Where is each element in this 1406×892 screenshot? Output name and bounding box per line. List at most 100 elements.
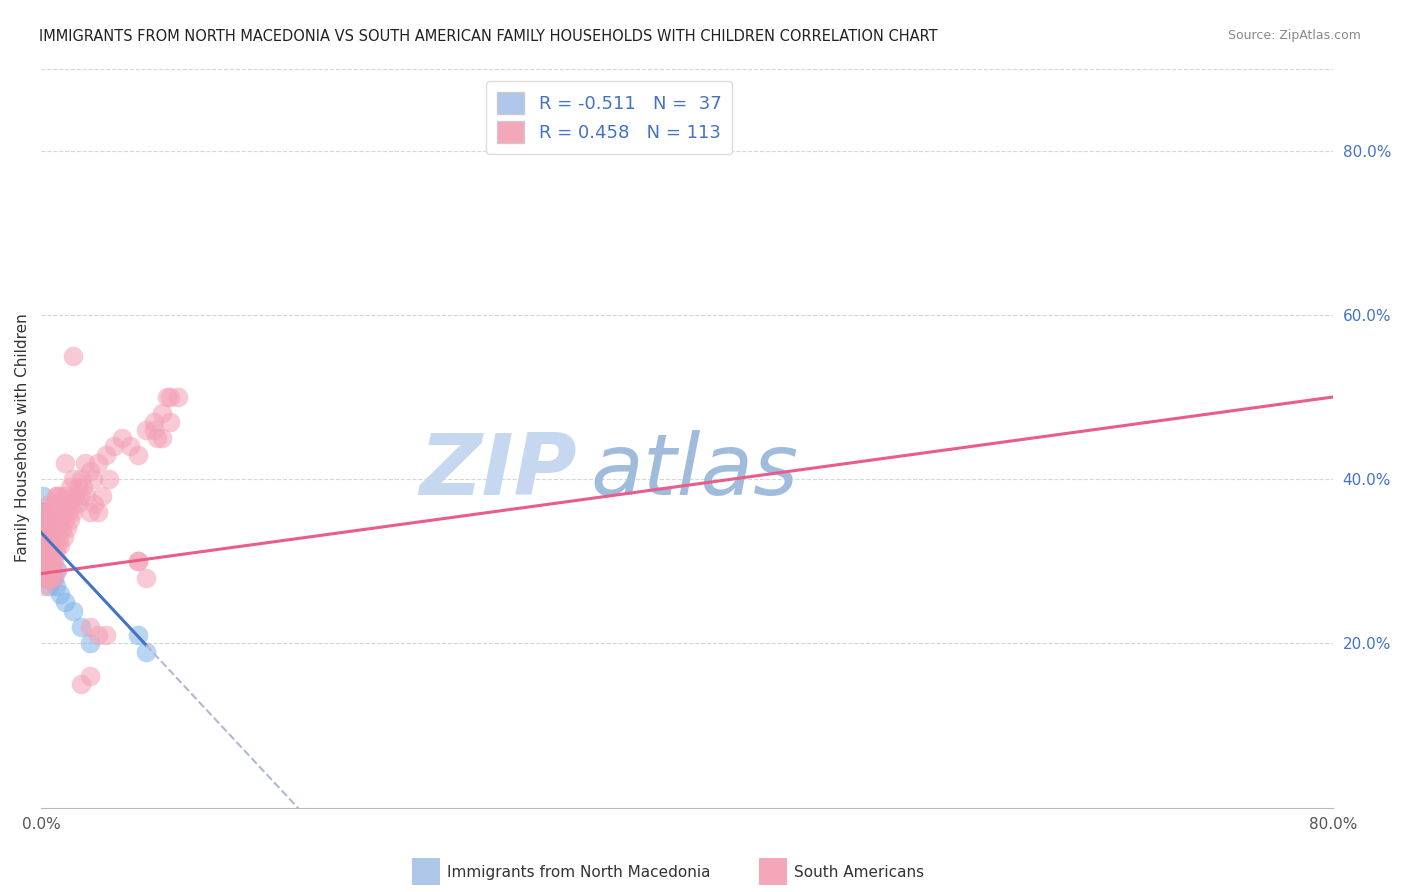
Point [37,554,59,568]
Point [62,505,84,519]
Point [159,390,181,404]
Point [35,538,58,552]
Point [31,571,53,585]
Point [53,513,76,527]
Point [35,538,58,552]
Point [34,554,56,568]
Point [42,571,65,585]
Point [52,505,75,519]
Text: Source: ZipAtlas.com: Source: ZipAtlas.com [1227,29,1361,42]
Point [70,472,93,486]
Point [94,448,117,462]
Point [46,562,69,576]
Point [82,472,104,486]
Point [79,636,101,650]
Point [49,587,72,601]
Point [146,431,169,445]
Point [143,423,166,437]
Point [66,497,89,511]
Point [34,530,56,544]
Point [34,505,56,519]
Point [38,554,60,568]
Point [38,497,60,511]
Point [127,628,149,642]
Text: atlas: atlas [591,430,799,513]
Point [49,513,72,527]
Point [59,513,82,527]
Point [37,530,59,544]
Point [118,439,141,453]
Point [52,530,75,544]
Point [35,562,58,576]
Point [127,554,149,568]
Point [46,489,69,503]
Point [53,489,76,503]
Point [69,489,91,503]
Point [75,489,97,503]
Point [34,530,56,544]
Point [79,505,101,519]
Point [70,677,93,691]
Point [46,513,69,527]
Point [38,571,60,585]
Point [103,439,125,453]
Point [91,489,114,503]
Point [49,489,72,503]
Point [62,349,84,363]
Point [60,497,83,511]
Point [37,571,59,585]
Point [73,456,96,470]
Point [46,538,69,552]
Point [135,645,157,659]
Point [45,579,67,593]
Point [37,571,59,585]
Point [37,505,59,519]
Point [39,538,62,552]
Point [56,521,79,535]
Point [49,538,72,552]
Point [167,390,190,404]
Point [42,571,65,585]
Point [63,489,86,503]
Point [62,472,84,486]
Point [39,571,62,585]
Point [31,554,53,568]
Point [94,628,117,642]
Point [51,497,73,511]
Point [97,472,120,486]
Point [35,546,58,560]
Point [83,497,105,511]
Point [34,554,56,568]
Point [37,554,59,568]
Point [39,571,62,585]
Point [51,521,73,535]
Point [46,562,69,576]
Point [42,497,65,511]
Point [42,554,65,568]
Point [143,415,166,429]
Point [72,480,94,494]
Point [38,538,60,552]
Point [53,595,76,609]
Point [159,415,181,429]
Point [41,562,63,576]
Point [34,579,56,593]
Point [34,521,56,535]
Point [45,521,67,535]
Point [34,546,56,560]
Point [37,530,59,544]
Point [31,538,53,552]
Point [156,390,179,404]
Point [35,546,58,560]
Point [39,554,62,568]
Text: ZIP: ZIP [419,430,576,513]
Point [79,620,101,634]
Point [111,431,134,445]
Point [41,546,63,560]
Point [48,530,70,544]
Point [39,546,62,560]
Point [86,628,108,642]
Y-axis label: Family Households with Children: Family Households with Children [15,314,30,563]
Point [79,464,101,478]
Point [31,505,53,519]
